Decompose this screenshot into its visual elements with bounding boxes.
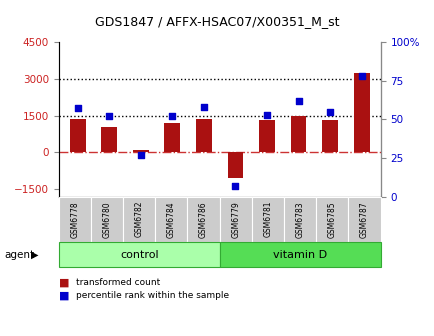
Point [231, 183, 238, 188]
Text: GSM6786: GSM6786 [199, 201, 207, 238]
Text: GSM6780: GSM6780 [102, 201, 111, 238]
Bar [69, 119, 85, 153]
Text: vitamin D: vitamin D [273, 250, 326, 259]
Point [263, 112, 270, 117]
Point [294, 98, 301, 103]
Point [168, 114, 175, 119]
Text: GDS1847 / AFFX-HSAC07/X00351_M_st: GDS1847 / AFFX-HSAC07/X00351_M_st [95, 15, 339, 28]
Text: GSM6785: GSM6785 [327, 201, 336, 238]
Text: GSM6778: GSM6778 [70, 201, 79, 238]
Point [200, 104, 207, 110]
Point [357, 73, 364, 79]
Text: ■: ■ [59, 291, 69, 301]
Bar [290, 116, 306, 153]
Text: GSM6784: GSM6784 [167, 201, 175, 238]
Text: control: control [120, 250, 158, 259]
Point [105, 114, 112, 119]
Text: transformed count: transformed count [76, 278, 160, 287]
Text: GSM6779: GSM6779 [231, 201, 240, 238]
Text: percentile rank within the sample: percentile rank within the sample [76, 291, 229, 300]
Text: ▶: ▶ [31, 250, 39, 259]
Point [326, 109, 333, 114]
Text: GSM6787: GSM6787 [359, 201, 368, 238]
Bar [353, 73, 369, 153]
Bar [101, 127, 117, 153]
Point [137, 152, 144, 158]
Text: GSM6781: GSM6781 [263, 201, 272, 238]
Text: agent: agent [4, 250, 34, 259]
Text: GSM6783: GSM6783 [295, 201, 304, 238]
Bar [196, 119, 211, 153]
Bar [322, 120, 337, 153]
Text: GSM6782: GSM6782 [135, 201, 143, 238]
Bar [132, 150, 148, 153]
Text: ■: ■ [59, 277, 69, 287]
Bar [227, 153, 243, 178]
Bar [259, 120, 274, 153]
Bar [164, 123, 180, 153]
Point [74, 106, 81, 111]
